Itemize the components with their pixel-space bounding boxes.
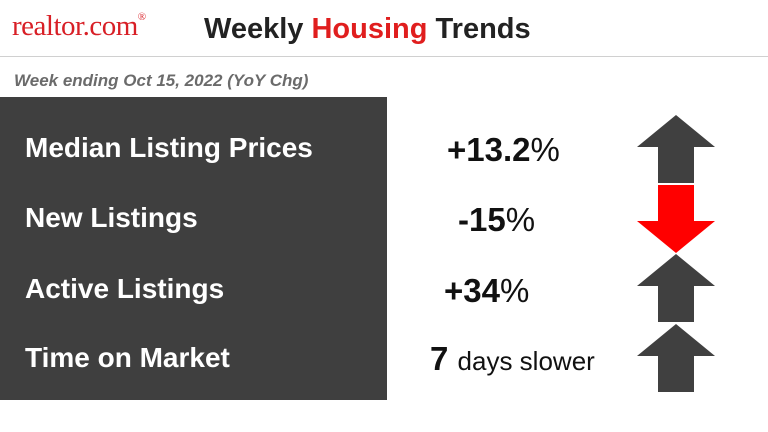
value-number: +13.2 <box>447 131 531 168</box>
logo-text: realtor.com <box>12 10 138 42</box>
header-divider <box>0 56 768 57</box>
value-unit: % <box>530 131 560 168</box>
value-unit: % <box>505 201 536 238</box>
metric-value-time-on-market: 7 days slower <box>430 340 595 378</box>
registered-mark: ® <box>137 11 146 24</box>
week-subtitle: Week ending Oct 15, 2022 (YoY Chg) <box>14 71 309 90</box>
metric-value-median-listing-prices: +13.2% <box>447 131 560 169</box>
up-arrow-icon <box>637 254 715 322</box>
metric-label-active-listings: Active Listings <box>25 273 225 304</box>
page-title: Weekly Housing Trends <box>204 13 531 46</box>
title-housing: Housing <box>311 13 428 45</box>
up-arrow-icon <box>637 115 715 183</box>
down-arrow-icon <box>637 185 715 253</box>
metric-label-new-listings: New Listings <box>25 202 198 233</box>
metric-label-median-listing-prices: Median Listing Prices <box>25 132 313 163</box>
metric-label-time-on-market: Time on Market <box>25 342 230 373</box>
metrics-label-panel <box>0 97 387 400</box>
value-unit: % <box>499 272 530 309</box>
value-number: +34 <box>444 272 500 309</box>
metric-value-active-listings: +34% <box>444 272 529 310</box>
title-trends: Trends <box>435 13 531 45</box>
realtor-logo: realtor.com® <box>12 10 146 43</box>
metric-value-new-listings: -15% <box>458 201 535 239</box>
up-arrow-icon <box>637 324 715 392</box>
header: realtor.com® Weekly Housing Trends <box>0 0 768 57</box>
value-number: -15 <box>458 201 506 238</box>
title-weekly: Weekly <box>204 13 304 45</box>
value-number: 7 <box>430 340 449 377</box>
value-unit: days slower <box>457 346 595 376</box>
